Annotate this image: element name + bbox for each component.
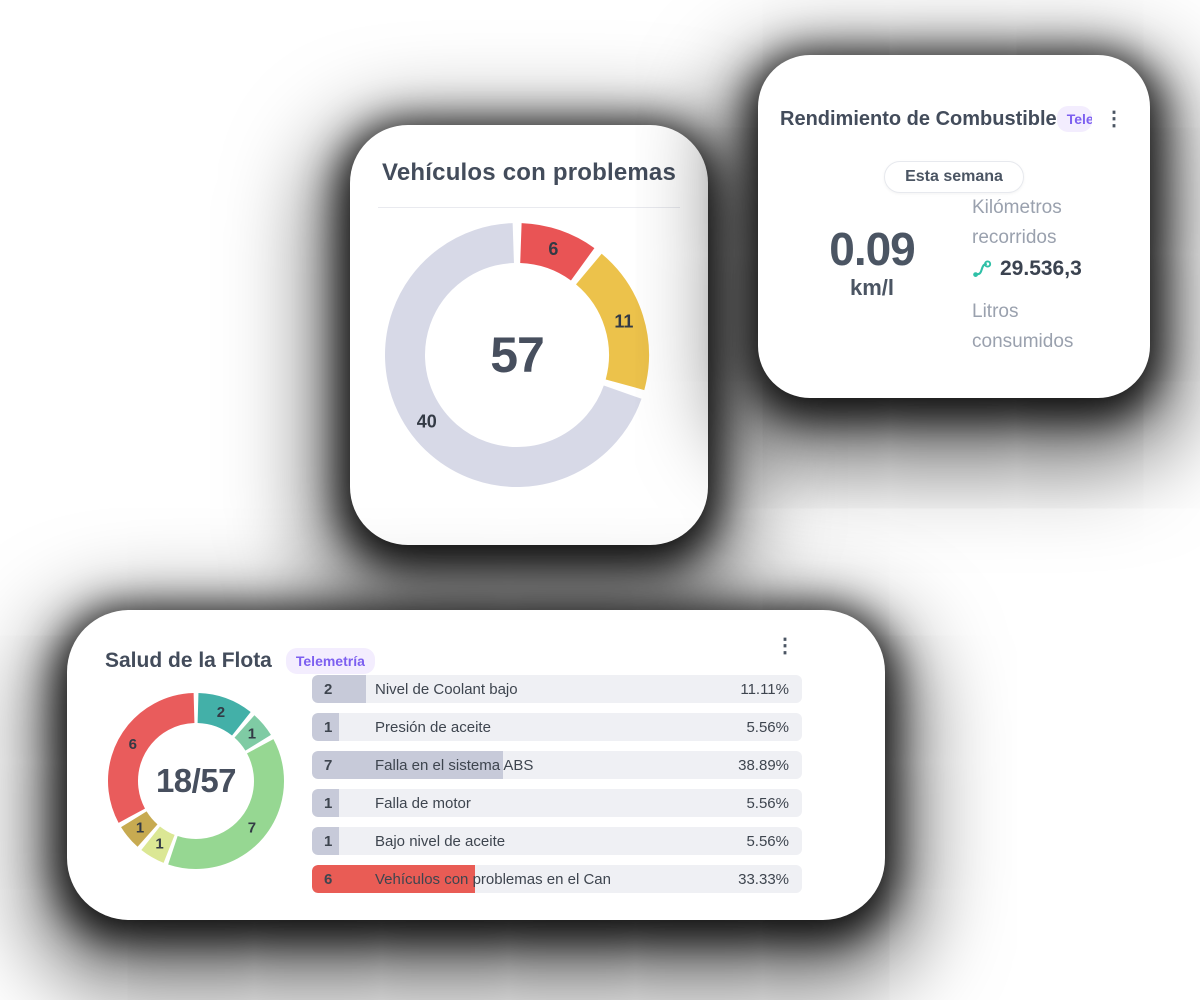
fuel-efficiency-card: Rendimiento de Combustible Telemetría ⋮ … (758, 55, 1150, 398)
donut-svg: 6 11 40 (377, 215, 657, 495)
donut-segment[interactable] (107, 693, 284, 869)
fuel-kpi-value: 0.09 (829, 223, 916, 275)
donut-segment-label: 1 (248, 726, 256, 743)
fuel-kpi: 0.09 km/l (758, 185, 972, 357)
issue-count: 1 (324, 794, 333, 812)
donut-segment-label: 6 (129, 736, 137, 753)
donut-segment-label: 6 (548, 239, 558, 259)
issue-row[interactable]: 1 Bajo nivel de aceite 5.56% (312, 827, 802, 855)
telemetry-badge: Telemetría (285, 648, 375, 675)
donut-segment[interactable] (106, 691, 286, 871)
issue-progress-fill (312, 675, 367, 703)
issue-count: 1 (324, 832, 333, 850)
donut-segment-label: 11 (614, 312, 633, 332)
km-driven-label: Kilómetros recorridos (972, 197, 1062, 248)
issue-percent: 11.11% (740, 680, 789, 698)
donut-segment[interactable] (377, 215, 657, 495)
issue-progress-fill (312, 713, 340, 741)
issue-row[interactable]: 2 Nivel de Coolant bajo 11.11% (312, 675, 802, 703)
issue-label: Presión de aceite (375, 718, 491, 736)
issue-progress-fill (312, 865, 476, 893)
issue-row[interactable]: 7 Falla en el sistema ABS 38.89% (312, 751, 802, 779)
donut-segment[interactable] (106, 691, 286, 871)
fuel-kpi-unit: km/l (849, 275, 895, 301)
issue-count: 2 (324, 680, 333, 698)
issue-row[interactable]: 1 Falla de motor 5.56% (312, 789, 802, 817)
liters-consumed-label: Litros consumidos (972, 301, 1074, 352)
kebab-menu-icon[interactable]: ⋮ (1104, 108, 1124, 131)
donut-segment-label: 2 (217, 704, 225, 721)
issue-count: 1 (324, 718, 333, 736)
telemetry-badge: Telemetría (1056, 106, 1092, 133)
km-driven-value: 29.536,3 (1000, 257, 1082, 280)
issue-label: Bajo nivel de aceite (375, 832, 506, 850)
vehicles-card-title: Vehículos con problemas (381, 159, 677, 186)
fuel-card-title: Rendimiento de Combustible (780, 107, 1057, 130)
issue-list: 2 Nivel de Coolant bajo 11.11% 1 Presión… (312, 675, 802, 903)
donut-segment[interactable] (106, 691, 286, 871)
issue-row[interactable]: 6 Vehículos con problemas en el Can 33.3… (312, 865, 802, 893)
donut-segment-label: 1 (136, 819, 144, 836)
donut-segment-label: 1 (155, 836, 163, 853)
issue-percent: 5.56% (746, 832, 789, 850)
issue-count: 6 (324, 870, 333, 888)
issue-label: Nivel de Coolant bajo (375, 680, 518, 698)
fuel-metrics: Kilómetros recorridos 29.536,3 Litros co… (972, 185, 1150, 357)
issue-label: Vehículos con problemas en el Can (375, 870, 611, 888)
vehicles-donut-chart[interactable]: 6 11 40 57 (377, 215, 657, 495)
kebab-menu-icon[interactable]: ⋮ (775, 635, 795, 657)
donut-segment-label: 40 (417, 411, 437, 431)
km-driven-row: 29.536,3 (972, 257, 1124, 281)
fleet-card-title: Salud de la Flota (105, 649, 272, 673)
donut-segment[interactable] (377, 215, 657, 495)
issue-percent: 38.89% (738, 756, 789, 774)
issue-label: Falla en el sistema ABS (375, 756, 534, 774)
route-icon (973, 260, 992, 277)
vehicles-problems-card: Vehículos con problemas 6 11 40 57 (350, 125, 708, 545)
issue-row[interactable]: 1 Presión de aceite 5.56% (312, 713, 802, 741)
issue-percent: 33.33% (738, 870, 789, 888)
issue-percent: 5.56% (746, 794, 789, 812)
donut-segment[interactable] (385, 222, 649, 487)
issue-progress-fill (312, 827, 340, 855)
divider (378, 206, 680, 208)
donut-segment-label: 7 (248, 819, 256, 836)
issue-label: Falla de motor (375, 794, 471, 812)
fuel-card-body: 0.09 km/l Kilómetros recorridos 29.536,3… (758, 185, 1150, 357)
fleet-card-header: Salud de la Flota Telemetría (105, 632, 375, 691)
issue-progress-fill (312, 789, 340, 817)
issue-count: 7 (324, 756, 333, 774)
issue-percent: 5.56% (746, 718, 789, 736)
period-selector-button[interactable]: Esta semana (884, 161, 1024, 194)
issue-progress-fill (312, 751, 503, 779)
fuel-card-header: Rendimiento de Combustible Telemetría ⋮ (758, 55, 1150, 147)
